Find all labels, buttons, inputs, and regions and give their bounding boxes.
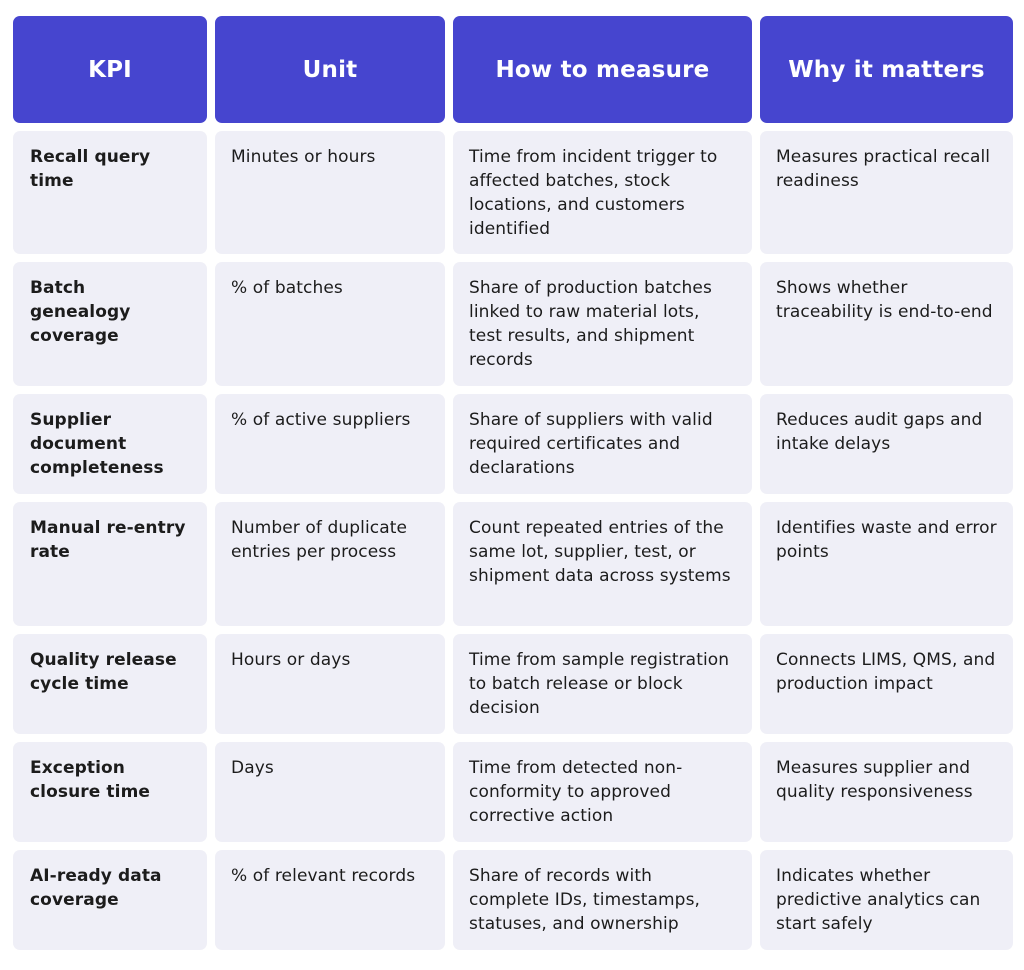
kpi-cell: Exception closure time bbox=[13, 742, 207, 842]
kpi-cell: Manual re-entry rate bbox=[13, 502, 207, 626]
unit-cell: % of relevant records bbox=[215, 850, 445, 950]
why-it-matters-cell: Measures supplier and quality responsive… bbox=[760, 742, 1013, 842]
kpi-cell: Quality release cycle time bbox=[13, 634, 207, 734]
why-it-matters-cell: Indicates whether predictive analytics c… bbox=[760, 850, 1013, 950]
header-how-to-measure: How to measure bbox=[453, 16, 752, 123]
how-to-measure-cell: Share of production batches linked to ra… bbox=[453, 262, 752, 386]
kpi-cell: Batch genealogy coverage bbox=[13, 262, 207, 386]
header-why-it-matters: Why it matters bbox=[760, 16, 1013, 123]
how-to-measure-cell: Time from sample registration to batch r… bbox=[453, 634, 752, 734]
why-it-matters-cell: Connects LIMS, QMS, and production impac… bbox=[760, 634, 1013, 734]
kpi-cell: Recall query time bbox=[13, 131, 207, 254]
why-it-matters-cell: Reduces audit gaps and intake delays bbox=[760, 394, 1013, 494]
unit-cell: % of active suppliers bbox=[215, 394, 445, 494]
unit-cell: Days bbox=[215, 742, 445, 842]
unit-cell: Number of duplicate entries per process bbox=[215, 502, 445, 626]
why-it-matters-cell: Shows whether traceability is end-to-end bbox=[760, 262, 1013, 386]
unit-cell: Hours or days bbox=[215, 634, 445, 734]
kpi-table: KPI Unit How to measure Why it matters R… bbox=[13, 16, 1013, 950]
how-to-measure-cell: Count repeated entries of the same lot, … bbox=[453, 502, 752, 626]
kpi-cell: Supplier document completeness bbox=[13, 394, 207, 494]
how-to-measure-cell: Share of records with complete IDs, time… bbox=[453, 850, 752, 950]
kpi-cell: AI-ready data coverage bbox=[13, 850, 207, 950]
why-it-matters-cell: Measures practical recall readiness bbox=[760, 131, 1013, 254]
header-kpi: KPI bbox=[13, 16, 207, 123]
unit-cell: % of batches bbox=[215, 262, 445, 386]
how-to-measure-cell: Time from incident trigger to affected b… bbox=[453, 131, 752, 254]
why-it-matters-cell: Identifies waste and error points bbox=[760, 502, 1013, 626]
how-to-measure-cell: Share of suppliers with valid required c… bbox=[453, 394, 752, 494]
unit-cell: Minutes or hours bbox=[215, 131, 445, 254]
how-to-measure-cell: Time from detected non-conformity to app… bbox=[453, 742, 752, 842]
header-unit: Unit bbox=[215, 16, 445, 123]
